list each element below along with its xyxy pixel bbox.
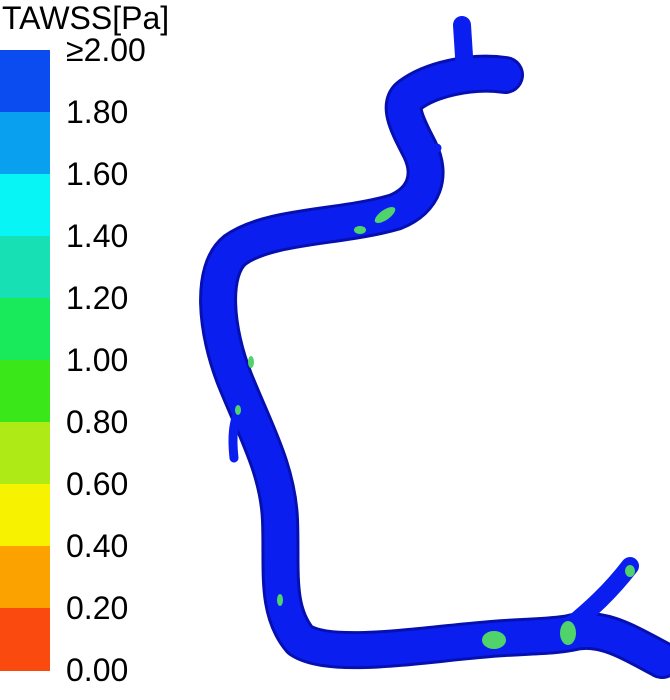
vessel-top-stub bbox=[453, 16, 474, 81]
color-scale-segment bbox=[0, 112, 50, 175]
low-wss-spot bbox=[354, 226, 366, 234]
color-scale-tick-label: 1.60 bbox=[66, 156, 129, 192]
color-scale-tick-label: 1.40 bbox=[66, 218, 129, 254]
legend-title: TAWSS[Pa] bbox=[2, 0, 170, 36]
color-scale-segment bbox=[0, 50, 50, 113]
color-scale-segment bbox=[0, 422, 50, 485]
color-scale-segment bbox=[0, 236, 50, 299]
color-scale-segment bbox=[0, 546, 50, 609]
color-scale-tick-label: ≥2.00 bbox=[66, 32, 146, 68]
low-wss-spot bbox=[560, 621, 576, 645]
low-wss-spots bbox=[235, 206, 635, 649]
color-scale-segment bbox=[0, 484, 50, 547]
color-scale-tick-label: 0.80 bbox=[66, 404, 129, 440]
color-scale-segment bbox=[0, 174, 50, 237]
color-scale-segment bbox=[0, 608, 50, 671]
color-scale-segment bbox=[0, 360, 50, 423]
color-scale-tick-label: 0.60 bbox=[66, 466, 129, 502]
vessel-right-branch bbox=[559, 557, 639, 637]
color-scale-tick-label: 0.40 bbox=[66, 528, 129, 564]
vessel-small-branch-upper bbox=[415, 143, 442, 165]
color-scale-tick-label: 1.20 bbox=[66, 280, 129, 316]
low-wss-spot bbox=[235, 405, 241, 415]
low-wss-spot bbox=[482, 631, 506, 649]
color-scale-tick-label: 1.80 bbox=[66, 94, 129, 130]
low-wss-spot bbox=[248, 356, 254, 368]
low-wss-spot bbox=[625, 565, 635, 577]
vessel-shading bbox=[199, 16, 670, 679]
color-scale-bar bbox=[0, 50, 50, 671]
color-scale-tick-label: 1.00 bbox=[66, 342, 129, 378]
color-scale-segment bbox=[0, 298, 50, 361]
low-wss-spot bbox=[277, 594, 283, 606]
low-wss-spot bbox=[374, 206, 396, 224]
color-scale-tick-label: 0.00 bbox=[66, 652, 129, 688]
color-scale-tick-label: 0.20 bbox=[66, 590, 129, 626]
vessel-main bbox=[202, 57, 670, 676]
